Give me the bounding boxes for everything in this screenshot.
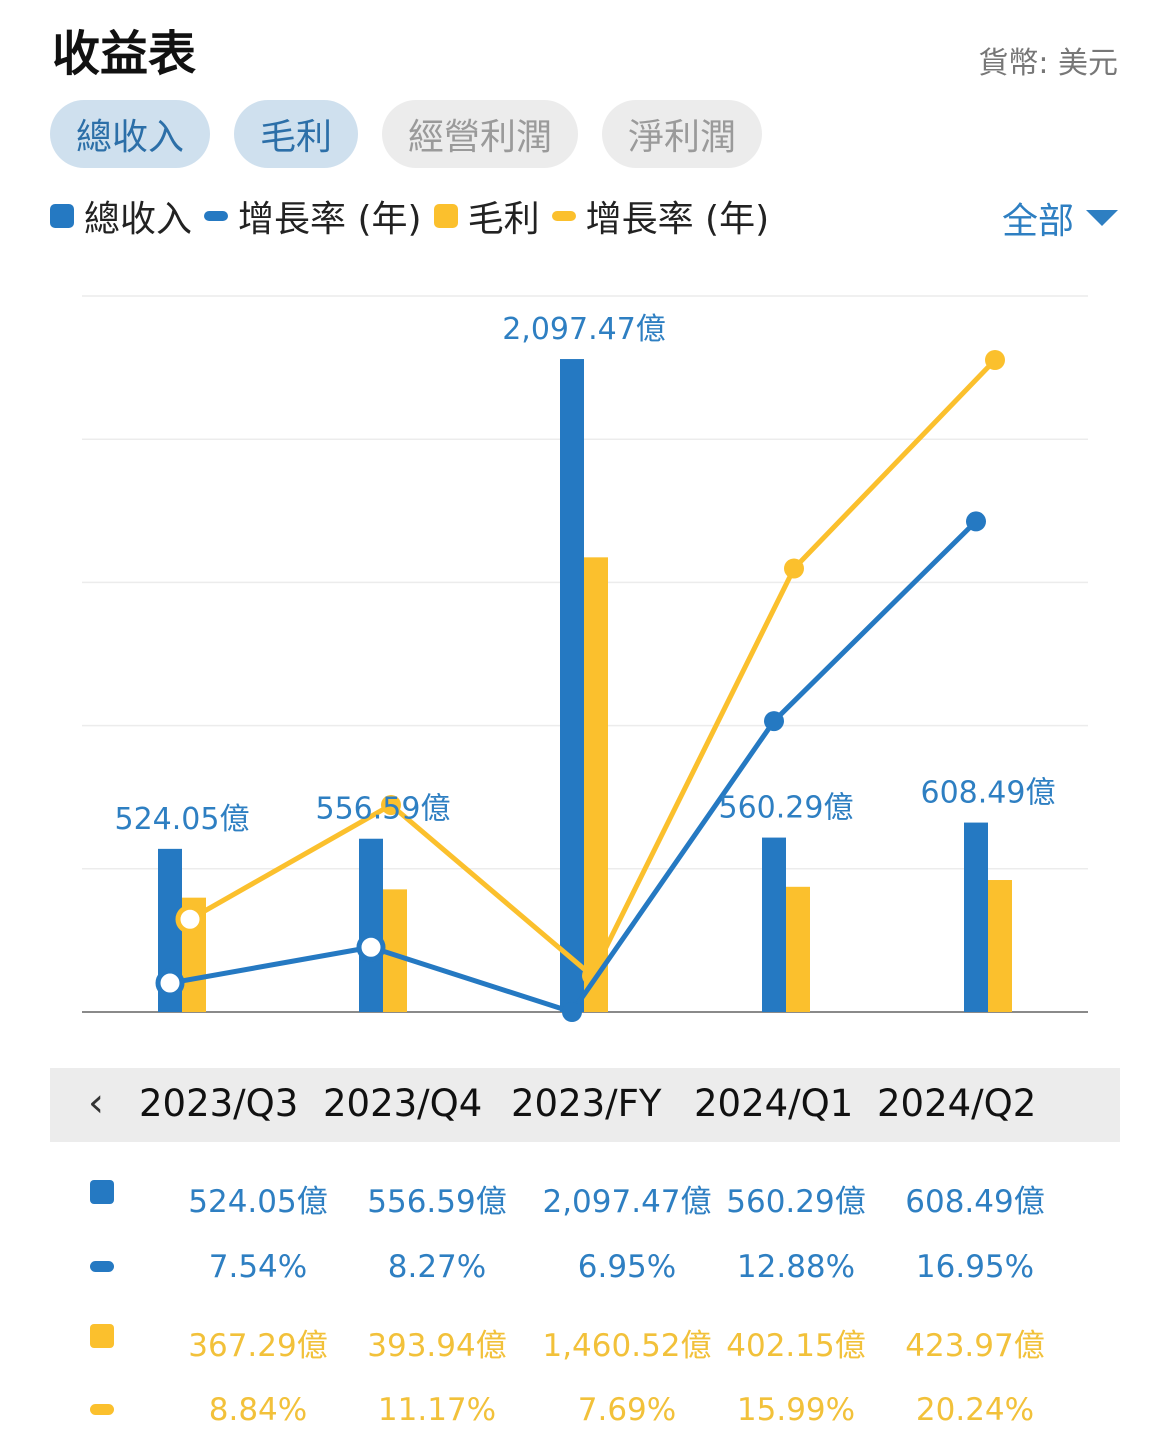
gross-growth-point xyxy=(784,558,804,579)
filter-label: 全部 xyxy=(1001,201,1074,242)
legend-swatch-gross-growth xyxy=(551,211,576,221)
table-cell: 16.95% xyxy=(915,1249,1035,1285)
legend-item-revenue[interactable]: 總收入 xyxy=(50,190,192,242)
period-label: 2023/FY xyxy=(511,1082,662,1125)
table-row: 7.54% 8.27% 6.95% 12.88% 16.95% xyxy=(0,1249,1170,1309)
series-line-icon xyxy=(90,1404,114,1415)
table-cell: 556.59億 xyxy=(367,1184,507,1220)
table-cell: 8.84% xyxy=(208,1392,308,1428)
revenue-value-label: 2,097.47億 xyxy=(502,312,666,347)
table-row: 524.05億 556.59億 2,097.47億 560.29億 608.49億 xyxy=(0,1176,1170,1236)
table-cell: 7.69% xyxy=(577,1392,677,1428)
table-cell: 15.99% xyxy=(736,1392,856,1428)
gross-growth-point xyxy=(381,794,401,815)
gross-growth-point xyxy=(985,350,1005,370)
series-square-icon xyxy=(90,1324,114,1348)
period-label: 2023/Q3 xyxy=(139,1082,299,1125)
gross-profit-bar xyxy=(988,880,1012,1012)
revenue-value-label: 560.29億 xyxy=(719,791,854,826)
revenue-bar xyxy=(762,837,786,1012)
table-row: 367.29億 393.94億 1,460.52億 402.15億 423.97億 xyxy=(0,1320,1170,1380)
table-cell: 367.29億 xyxy=(188,1328,328,1364)
revenue-value-label: 556.59億 xyxy=(316,792,451,827)
triangle-down-icon xyxy=(1086,210,1118,226)
legend-swatch-gross-profit xyxy=(433,204,458,228)
legend-swatch-revenue xyxy=(50,204,74,228)
gross-growth-point xyxy=(582,965,602,986)
revenue-bar xyxy=(359,838,383,1012)
gross-growth-point xyxy=(175,904,205,934)
legend-label-gross-growth: 增長率 (年) xyxy=(585,199,770,240)
legend-item-revenue-growth[interactable]: 增長率 (年) xyxy=(204,190,422,242)
revenue-growth-point xyxy=(562,1002,582,1022)
tab-operating-profit[interactable]: 經營利潤 xyxy=(382,100,579,168)
period-label: 2024/Q2 xyxy=(877,1082,1037,1125)
legend-item-gross-growth[interactable]: 增長率 (年) xyxy=(551,190,770,242)
tab-total-revenue[interactable]: 總收入 xyxy=(50,100,211,168)
gross-profit-bar xyxy=(786,886,810,1012)
table-cell: 8.27% xyxy=(387,1249,487,1285)
period-axis: ‹ 2023/Q3 2023/Q4 2023/FY 2024/Q1 2024/Q… xyxy=(50,1068,1120,1142)
period-label: 2023/Q4 xyxy=(323,1082,483,1125)
table-cell: 12.88% xyxy=(736,1249,856,1285)
series-line-icon xyxy=(90,1261,114,1272)
revenue-growth-point xyxy=(356,932,386,962)
table-cell: 2,097.47億 xyxy=(542,1184,712,1220)
currency-label: 貨幣: 美元 xyxy=(978,46,1118,81)
tab-net-profit[interactable]: 淨利潤 xyxy=(602,100,763,168)
series-square-icon xyxy=(90,1180,114,1204)
legend-item-gross-profit[interactable]: 毛利 xyxy=(433,190,540,242)
table-cell: 402.15億 xyxy=(726,1328,866,1364)
legend-swatch-revenue-growth xyxy=(204,211,229,221)
table-cell: 7.54% xyxy=(208,1249,308,1285)
revenue-bar xyxy=(560,359,584,1012)
table-cell: 560.29億 xyxy=(726,1184,866,1220)
table-cell: 11.17% xyxy=(377,1392,497,1428)
legend-label-revenue: 總收入 xyxy=(84,199,193,240)
gross-profit-bar xyxy=(584,557,608,1012)
revenue-bar xyxy=(964,822,988,1012)
revenue-growth-point xyxy=(155,968,185,998)
chart-area: 524.05億 556.59億 2,097.47億 560.29億 608.49億 xyxy=(82,295,1088,1022)
table-row: 8.84% 11.17% 7.69% 15.99% 20.24% xyxy=(0,1392,1170,1452)
revenue-value-label: 608.49億 xyxy=(921,776,1056,811)
chart-legend: 總收入 增長率 (年) 毛利 增長率 (年) xyxy=(50,190,781,242)
revenue-value-label: 524.05億 xyxy=(115,802,250,837)
table-cell: 608.49億 xyxy=(905,1184,1045,1220)
tab-gross-profit[interactable]: 毛利 xyxy=(234,100,359,168)
table-cell: 20.24% xyxy=(915,1392,1035,1428)
table-cell: 423.97億 xyxy=(905,1328,1045,1364)
metric-tabs: 總收入 毛利 經營利潤 淨利潤 xyxy=(50,100,763,168)
table-cell: 6.95% xyxy=(577,1249,677,1285)
period-label: 2024/Q1 xyxy=(694,1082,854,1125)
table-cell: 1,460.52億 xyxy=(542,1328,712,1364)
chevron-left-icon[interactable]: ‹ xyxy=(88,1080,104,1126)
revenue-growth-point xyxy=(764,711,784,732)
table-cell: 393.94億 xyxy=(367,1328,507,1364)
filter-dropdown[interactable]: 全部 xyxy=(1002,192,1118,244)
legend-label-gross-profit: 毛利 xyxy=(467,199,540,240)
table-cell: 524.05億 xyxy=(188,1184,328,1220)
revenue-growth-point xyxy=(966,511,986,532)
legend-label-revenue-growth: 增長率 (年) xyxy=(238,199,422,240)
page-title: 收益表 xyxy=(52,26,197,82)
